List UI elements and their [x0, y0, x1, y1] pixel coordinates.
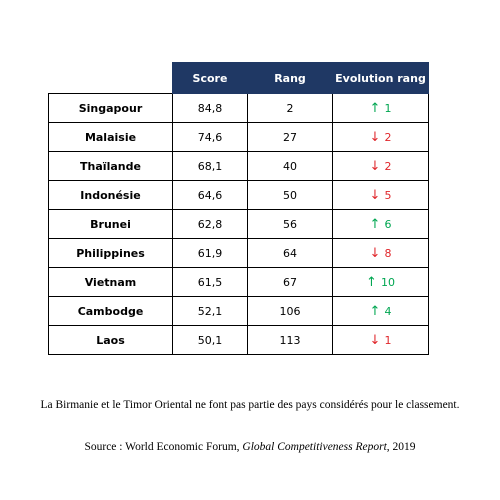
rank-cell: 50 [247, 180, 333, 210]
table-row: Laos 50,1 113 ↓ 1 [48, 325, 429, 355]
evolution-number: 10 [380, 275, 395, 289]
evolution-value: ↑ 4 [370, 305, 392, 318]
rank-cell: 56 [247, 209, 333, 239]
source-prefix: Source : World Economic Forum, [84, 441, 243, 453]
rank-cell: 27 [247, 122, 333, 152]
table-row: Thaïlande 68,1 40 ↓ 2 [48, 151, 429, 181]
table-row: Vietnam 61,5 67 ↑ 10 [48, 267, 429, 297]
evolution-cell: ↓ 5 [332, 180, 429, 210]
country-cell: Malaisie [48, 122, 173, 152]
evolution-value: ↑ 6 [370, 218, 392, 231]
country-cell: Cambodge [48, 296, 173, 326]
score-cell: 52,1 [172, 296, 248, 326]
arrow-up-icon: ↑ [366, 274, 377, 290]
source-citation: Source : World Economic Forum, Global Co… [0, 441, 500, 453]
header-evolution: Evolution rang [332, 62, 429, 94]
evolution-number: 5 [384, 188, 392, 202]
evolution-number: 8 [384, 246, 392, 260]
arrow-down-icon: ↓ [369, 129, 381, 145]
evolution-number: 6 [384, 217, 392, 231]
header-score: Score [172, 62, 248, 94]
evolution-cell: ↓ 1 [332, 325, 429, 355]
evolution-cell: ↑ 10 [332, 267, 429, 297]
table-row: Brunei 62,8 56 ↑ 6 [48, 209, 429, 239]
table-row: Malaisie 74,6 27 ↓ 2 [48, 122, 429, 152]
table-row: Indonésie 64,6 50 ↓ 5 [48, 180, 429, 210]
arrow-down-icon: ↓ [369, 332, 381, 348]
table-header-row: Score Rang Evolution rang [48, 62, 429, 94]
score-cell: 61,5 [172, 267, 248, 297]
score-cell: 50,1 [172, 325, 248, 355]
evolution-value: ↓ 5 [370, 189, 392, 202]
rank-cell: 113 [247, 325, 333, 355]
table-row: Cambodge 52,1 106 ↑ 4 [48, 296, 429, 326]
arrow-up-icon: ↑ [369, 100, 381, 116]
table-body: Singapour 84,8 2 ↑ 1 Malaisie 74,6 27 ↓ 2 Thaïland… [48, 93, 429, 355]
rank-cell: 40 [247, 151, 333, 181]
rank-cell: 2 [247, 93, 333, 123]
country-cell: Laos [48, 325, 173, 355]
evolution-cell: ↓ 2 [332, 151, 429, 181]
evolution-number: 1 [384, 101, 392, 115]
evolution-value: ↑ 10 [366, 276, 395, 289]
arrow-down-icon: ↓ [369, 187, 381, 203]
arrow-up-icon: ↑ [369, 303, 381, 319]
header-blank-cell [48, 62, 173, 94]
source-title: Global Competitiveness Report [242, 441, 387, 453]
country-cell: Singapour [48, 93, 173, 123]
evolution-cell: ↑ 4 [332, 296, 429, 326]
table-row: Philippines 61,9 64 ↓ 8 [48, 238, 429, 268]
score-cell: 61,9 [172, 238, 248, 268]
evolution-number: 1 [384, 333, 392, 347]
country-cell: Vietnam [48, 267, 173, 297]
evolution-number: 4 [384, 304, 392, 318]
evolution-value: ↓ 2 [370, 160, 392, 173]
country-cell: Indonésie [48, 180, 173, 210]
evolution-cell: ↓ 8 [332, 238, 429, 268]
evolution-value: ↓ 2 [370, 131, 392, 144]
rank-cell: 67 [247, 267, 333, 297]
evolution-value: ↓ 1 [370, 334, 392, 347]
rank-cell: 106 [247, 296, 333, 326]
country-cell: Thaïlande [48, 151, 173, 181]
source-suffix: , 2019 [386, 441, 416, 453]
evolution-number: 2 [384, 159, 392, 173]
rank-cell: 64 [247, 238, 333, 268]
score-cell: 74,6 [172, 122, 248, 152]
evolution-cell: ↑ 1 [332, 93, 429, 123]
arrow-up-icon: ↑ [369, 216, 381, 232]
arrow-down-icon: ↓ [369, 158, 381, 174]
arrow-down-icon: ↓ [369, 245, 381, 261]
score-cell: 64,6 [172, 180, 248, 210]
evolution-cell: ↓ 2 [332, 122, 429, 152]
score-cell: 84,8 [172, 93, 248, 123]
table-row: Singapour 84,8 2 ↑ 1 [48, 93, 429, 123]
score-cell: 62,8 [172, 209, 248, 239]
country-cell: Brunei [48, 209, 173, 239]
country-cell: Philippines [48, 238, 173, 268]
evolution-value: ↑ 1 [370, 102, 392, 115]
evolution-cell: ↑ 6 [332, 209, 429, 239]
header-rank: Rang [247, 62, 333, 94]
score-cell: 68,1 [172, 151, 248, 181]
footnote: La Birmanie et le Timor Oriental ne font… [40, 399, 460, 411]
evolution-value: ↓ 8 [370, 247, 392, 260]
evolution-number: 2 [384, 130, 392, 144]
competitiveness-table: Score Rang Evolution rang Singapour 84,8 2… [48, 62, 429, 355]
